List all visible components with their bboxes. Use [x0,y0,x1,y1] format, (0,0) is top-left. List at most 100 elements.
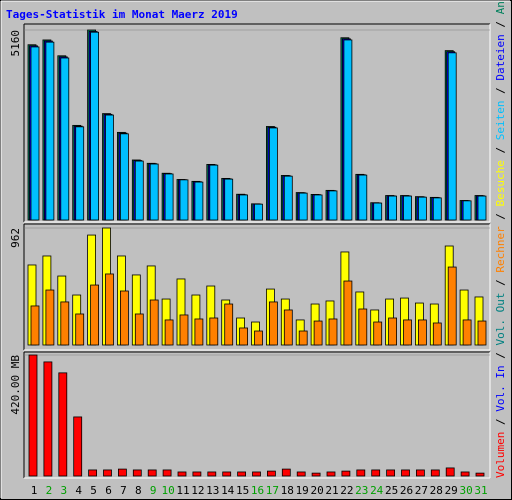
bar [164,319,174,346]
bar [105,273,114,346]
bar [432,322,442,346]
x-tick-label: 30 [459,484,472,497]
x-tick-label: 29 [445,484,458,497]
bar [179,179,189,221]
bar [445,467,455,477]
bar [417,196,427,221]
bar [134,160,144,221]
bar [356,469,366,477]
bar [90,284,99,346]
bar [30,305,40,346]
bar [298,192,308,221]
bar [132,469,142,477]
bar [268,127,278,221]
x-tick-label: 2 [46,484,53,497]
bar [237,471,247,477]
bar [328,190,338,221]
bar [254,203,263,221]
x-tick-label: 9 [150,484,157,497]
y-tick-label: 962 [9,228,22,248]
bar [147,469,157,477]
bar [120,133,129,221]
legend-entry: Volumen [494,432,507,478]
bar [58,372,68,477]
x-tick-label: 13 [206,484,219,497]
bar [88,469,97,477]
legend-separator: / [494,273,507,293]
legend-entry: Besuche [494,160,507,206]
bar [343,280,353,346]
x-tick-label: 18 [281,484,294,497]
x-tick-label: 3 [60,484,67,497]
bar [477,195,487,221]
bar [298,330,308,346]
panel [24,352,490,478]
bar [105,114,114,221]
bar [179,314,189,346]
x-tick-label: 27 [415,484,428,497]
x-tick-label: 14 [221,484,235,497]
bar [371,469,381,477]
bar [447,266,457,346]
legend-entry: Anfragen [494,0,507,14]
bar [60,57,70,221]
bar [417,319,427,346]
chart-title: Tages-Statistik im Monat Maerz 2019 [6,8,238,21]
legend-separator: / [494,81,507,101]
bar [45,289,55,346]
legend-separator: / [494,346,507,366]
bar [90,31,99,221]
x-tick-label: 20 [310,484,323,497]
x-tick-label: 19 [296,484,309,497]
x-tick-label: 24 [370,484,384,497]
y-tick-label: 5160 [9,30,22,57]
x-tick-label: 10 [161,484,174,497]
bar [477,320,487,346]
bar [60,301,70,346]
legend-entry: Seiten [494,100,507,140]
bar [358,174,368,221]
y-tick-label: 420.00 MB [9,355,22,415]
bar [475,472,485,477]
bar [415,469,425,477]
x-tick-label: 15 [236,484,249,497]
bar [239,194,249,221]
bar [103,469,112,477]
bar [162,469,172,477]
bar [177,471,187,477]
bar [403,195,412,221]
bar [149,299,159,346]
bar [266,470,276,477]
bar [313,194,323,221]
bar [373,202,383,221]
x-tick-label: 23 [355,484,368,497]
bar [209,164,219,221]
bar [134,313,144,346]
bar [222,471,232,477]
x-tick-label: 28 [430,484,443,497]
x-tick-label: 5 [90,484,97,497]
bar [462,319,472,346]
x-tick-label: 16 [251,484,264,497]
bar [283,175,293,221]
x-tick-label: 22 [340,484,353,497]
bar [460,471,470,477]
bar [311,472,321,477]
bar [120,290,129,346]
bar [75,126,85,221]
bar [43,361,53,477]
bar [207,471,217,477]
bar [252,471,261,477]
bar [403,319,412,346]
bar [313,320,323,346]
bar [254,330,263,346]
bar [388,317,398,346]
legend-separator: / [494,206,507,226]
legend-separator: / [494,412,507,432]
bar [343,39,353,221]
bar [432,197,442,221]
x-tick-label: 11 [176,484,189,497]
bar [296,471,306,477]
bar [281,468,291,477]
bar [239,327,249,346]
